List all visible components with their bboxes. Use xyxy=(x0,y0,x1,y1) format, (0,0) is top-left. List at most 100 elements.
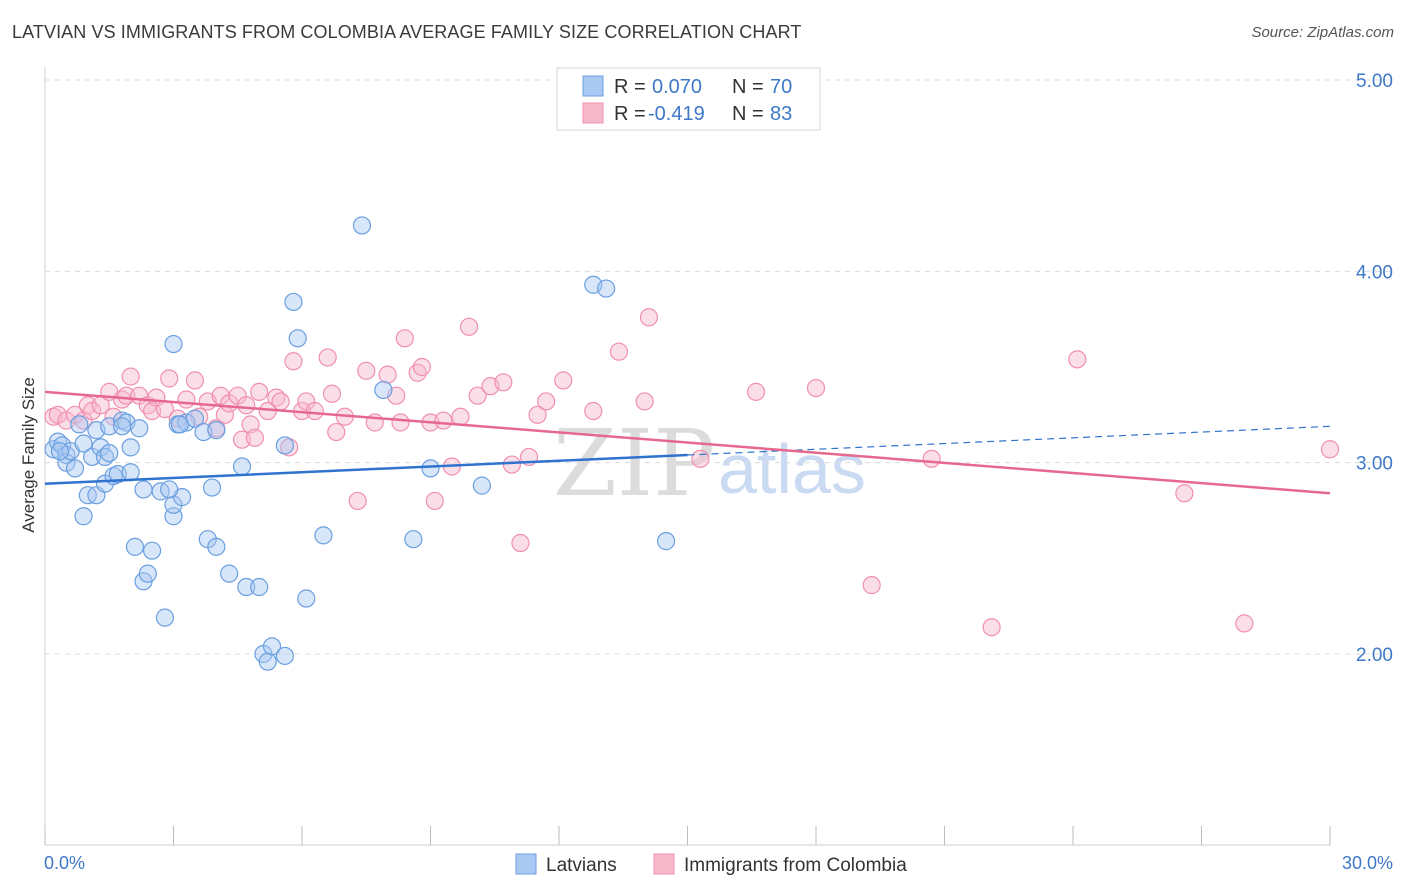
latvians-point-64 xyxy=(597,279,616,298)
grid-lines xyxy=(45,79,1395,655)
latvians-point-26 xyxy=(130,419,149,438)
legend-n-label-2: N = xyxy=(732,103,764,125)
latvians-point-27 xyxy=(134,480,153,499)
colombia-point-74 xyxy=(691,449,710,468)
latvians-point-6 xyxy=(65,459,85,478)
latvians-point-53 xyxy=(275,646,294,666)
colombia-point-47 xyxy=(357,361,376,380)
legend-n-label-1: N = xyxy=(732,76,764,98)
colombia-point-46 xyxy=(348,491,367,511)
colombia-point-70 xyxy=(584,401,603,421)
chart-title: LATVIAN VS IMMIGRANTS FROM COLOMBIA AVER… xyxy=(12,22,802,42)
watermark-atlas: atlas xyxy=(718,430,866,508)
latvians-point-67 xyxy=(112,417,132,436)
latvians-point-55 xyxy=(288,329,307,348)
y-tick-label-2: 4.00 xyxy=(1356,262,1393,283)
latvians-point-9 xyxy=(74,507,93,526)
colombia-point-30 xyxy=(237,396,256,415)
colombia-point-67 xyxy=(528,405,547,424)
legend-r-label-1: R = xyxy=(614,76,646,98)
latvians-point-17 xyxy=(100,444,119,463)
latvians-point-23 xyxy=(121,438,140,457)
latvians-point-68 xyxy=(50,442,70,461)
latvians-point-50 xyxy=(258,652,277,671)
latvians-point-29 xyxy=(138,564,157,583)
latvians-point-46 xyxy=(232,457,252,476)
colombia-point-83 xyxy=(1320,440,1340,459)
colombia-point-56 xyxy=(425,491,444,511)
colombia-point-73 xyxy=(639,308,659,327)
bottom-legend-colombia: Immigrants from Colombia xyxy=(684,855,907,876)
colombia-point-21 xyxy=(185,371,205,390)
colombia-point-41 xyxy=(305,401,324,421)
tick-labels: 2.00 3.00 4.00 5.00 0.0% 30.0% xyxy=(44,71,1393,873)
colombia-point-63 xyxy=(494,373,513,392)
latvians-point-30 xyxy=(142,541,162,560)
watermark-zip: ZIP xyxy=(553,410,715,517)
latvians-point-65 xyxy=(656,532,676,551)
colombia-point-38 xyxy=(284,352,303,371)
latvians-point-54 xyxy=(284,292,303,312)
latvians-point-38 xyxy=(177,413,196,432)
colombia-point-42 xyxy=(318,348,337,367)
latvians-point-32 xyxy=(155,608,175,627)
colombia-point-79 xyxy=(982,618,1001,637)
colombia-point-12 xyxy=(121,367,140,386)
trend-colombia xyxy=(44,390,1331,495)
latvians-point-8 xyxy=(74,434,93,453)
colombia-point-57 xyxy=(434,411,453,430)
latvians-point-25 xyxy=(125,537,145,556)
latvians-point-57 xyxy=(314,526,333,545)
series-latvians-points xyxy=(44,216,676,671)
axes xyxy=(44,67,1331,846)
bottom-legend-swatch-colombia xyxy=(653,853,675,875)
colombia-point-33 xyxy=(250,382,269,401)
legend-swatch-latvians xyxy=(582,75,604,97)
legend-r-label-2: R = xyxy=(614,103,646,125)
series-legend: Latvians Immigrants from Colombia xyxy=(515,853,907,876)
colombia-point-11 xyxy=(117,386,136,405)
latvians-point-7 xyxy=(70,415,89,434)
colombia-point-77 xyxy=(862,576,881,595)
y-axis-label: Average Family Size xyxy=(19,377,38,533)
colombia-point-43 xyxy=(322,384,342,403)
colombia-point-71 xyxy=(609,342,629,361)
colombia-point-49 xyxy=(378,365,397,384)
colombia-point-64 xyxy=(502,455,521,474)
colombia-point-68 xyxy=(537,392,556,411)
legend-n-value-1: 70 xyxy=(770,76,792,98)
colombia-point-36 xyxy=(271,392,290,411)
legend-r-value-2: -0.419 xyxy=(648,103,705,125)
source-credit: Source: ZipAtlas.com xyxy=(1251,24,1394,41)
bottom-legend-latvians: Latvians xyxy=(546,855,617,876)
colombia-point-60 xyxy=(459,317,479,336)
colombia-point-78 xyxy=(922,449,941,468)
y-tick-label-1: 3.00 xyxy=(1356,454,1393,475)
colombia-point-59 xyxy=(451,407,470,426)
latvians-point-58 xyxy=(352,216,372,235)
latvians-point-44 xyxy=(207,537,226,556)
colombia-point-81 xyxy=(1175,484,1194,503)
latvians-point-43 xyxy=(207,421,226,440)
latvians-point-52 xyxy=(275,436,294,455)
latvians-point-48 xyxy=(250,577,269,597)
colombia-point-65 xyxy=(511,533,530,553)
colombia-point-51 xyxy=(391,413,410,432)
colombia-point-52 xyxy=(395,329,414,348)
legend-n-value-2: 83 xyxy=(770,103,792,125)
latvians-point-61 xyxy=(421,459,440,478)
bottom-legend-swatch-latvians xyxy=(515,853,537,875)
colombia-point-44 xyxy=(327,422,346,442)
colombia-point-69 xyxy=(554,371,573,390)
trend-lines xyxy=(44,390,1331,495)
latvians-point-24 xyxy=(121,463,140,482)
colombia-point-75 xyxy=(746,382,766,401)
legend-r-value-1: 0.070 xyxy=(652,76,702,98)
latvians-point-62 xyxy=(472,476,491,495)
colombia-point-31 xyxy=(241,415,260,434)
y-tick-label-0: 2.00 xyxy=(1356,645,1393,666)
latvians-point-69 xyxy=(160,480,179,499)
colombia-point-80 xyxy=(1068,350,1087,369)
x-tick-label-1: 30.0% xyxy=(1342,853,1393,873)
